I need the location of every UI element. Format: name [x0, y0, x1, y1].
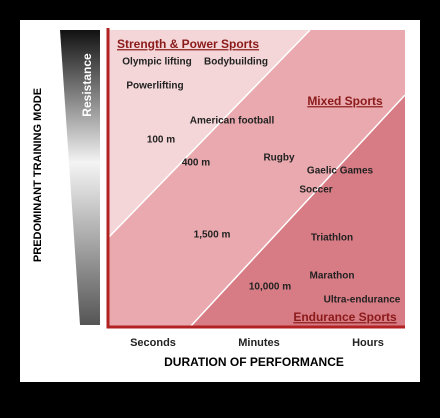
sport: Olympic lifting — [122, 57, 191, 68]
sport: American football — [190, 116, 275, 127]
x-label: Minutes — [238, 337, 280, 349]
sport: Gaelic Games — [307, 166, 374, 177]
sport: Soccer — [299, 185, 332, 196]
sport: 400 m — [182, 158, 210, 169]
sport: Ultra-endurance — [324, 295, 401, 306]
divider — [107, 29, 311, 239]
sport: 100 m — [147, 135, 175, 146]
sport: Rugby — [263, 153, 295, 164]
y-title: PREDOMINANT TRAINING MODE — [32, 88, 44, 262]
sport: Bodybuilding — [204, 57, 268, 68]
sport: Marathon — [310, 271, 355, 282]
sport: Powerlifting — [126, 81, 183, 92]
axes — [106, 28, 405, 329]
sport: 1,500 m — [194, 230, 231, 241]
x-title: DURATION OF PERFORMANCE — [164, 355, 344, 369]
region-label: Endurance Sports — [293, 310, 397, 324]
x-label: Seconds — [130, 337, 176, 349]
region-label: Mixed Sports — [307, 94, 383, 108]
sport: Triathlon — [311, 233, 353, 244]
x-label: Hours — [352, 337, 384, 349]
divider — [189, 94, 406, 328]
sport: 10,000 m — [249, 282, 291, 293]
mode-wedge — [60, 30, 100, 325]
y-bottom: Aerobic — [60, 262, 74, 307]
region-label: Strength & Power Sports — [117, 37, 259, 51]
y-top: Resistance — [80, 53, 94, 117]
